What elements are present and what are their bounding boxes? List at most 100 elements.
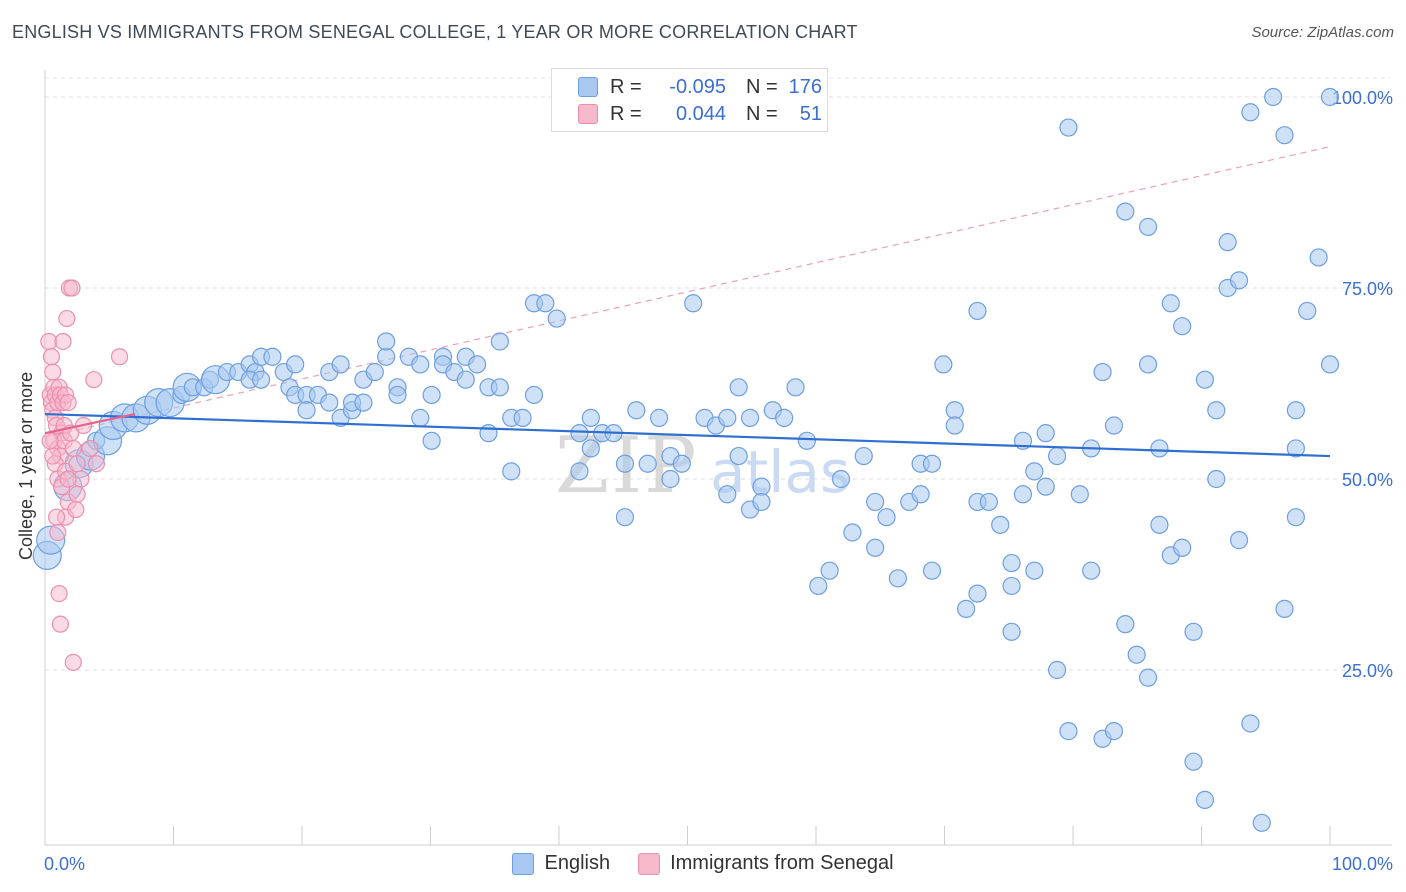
english-point-45 — [388, 385, 407, 405]
y-tick-label-75: 75.0% — [1342, 279, 1393, 299]
x-tick-label-100: 100.0% — [1332, 854, 1393, 874]
english-point-72 — [581, 408, 600, 427]
senegal-point-40 — [85, 371, 103, 389]
senegal-point-44 — [64, 653, 82, 671]
english-point-70 — [570, 462, 589, 481]
english-point-123 — [1002, 622, 1021, 641]
english-point-119 — [979, 492, 998, 512]
english-point-61 — [490, 378, 509, 397]
senegal-point-37 — [63, 279, 81, 297]
english-point-175 — [1320, 355, 1340, 374]
english-point-52 — [422, 431, 441, 450]
english-point-105 — [877, 508, 896, 527]
legend-r-value-senegal: 0.044 — [675, 102, 726, 125]
english-point-28 — [286, 355, 305, 374]
english-point-142 — [1116, 615, 1135, 634]
english-point-166 — [1264, 87, 1283, 107]
english-point-148 — [1150, 439, 1169, 458]
stats-legend: R = -0.095 N = 176 R = 0.044 N = 51 — [551, 68, 828, 132]
senegal-point-39 — [54, 332, 72, 351]
english-trend-line — [44, 412, 1331, 458]
english-point-129 — [1036, 424, 1055, 443]
senegal-point-41 — [110, 348, 129, 366]
english-point-104 — [866, 492, 885, 512]
bottom-legend-swatch-english — [512, 852, 535, 875]
english-point-134 — [1070, 485, 1089, 504]
english-point-112 — [934, 355, 953, 374]
english-point-173 — [1309, 248, 1328, 267]
legend-row-senegal: R = 0.044 N = 51 — [578, 101, 822, 127]
english-point-95 — [775, 408, 794, 427]
senegal-point-35 — [87, 455, 106, 473]
english-point-47 — [377, 332, 396, 351]
senegal-point-50 — [41, 432, 59, 450]
english-point-92 — [752, 477, 771, 496]
senegal-trend-line — [44, 412, 136, 435]
english-point-125 — [1013, 485, 1033, 504]
english-point-93 — [752, 492, 771, 512]
senegal-point-48 — [59, 470, 77, 488]
english-point-48 — [411, 355, 430, 374]
legend-swatch-english — [578, 77, 598, 97]
english-point-174 — [1320, 87, 1340, 107]
english-point-66 — [524, 385, 544, 405]
legend-row-english: R = -0.095 N = 176 — [578, 74, 822, 100]
english-point-87 — [718, 485, 737, 504]
english-point-135 — [1082, 561, 1101, 580]
legend-n-value-senegal: 51 — [799, 102, 822, 125]
english-point-164 — [1241, 103, 1260, 122]
english-point-36 — [320, 393, 339, 412]
english-point-101 — [843, 523, 862, 542]
english-point-33 — [297, 401, 316, 420]
english-point-155 — [1195, 370, 1215, 389]
english-point-77 — [627, 401, 646, 420]
english-point-97 — [797, 431, 817, 450]
english-point-62 — [502, 462, 521, 481]
english-point-79 — [649, 408, 669, 427]
bottom-legend-senegal[interactable]: Immigrants from Senegal — [638, 852, 894, 875]
english-point-86 — [718, 408, 737, 427]
y-axis-label: College, 1 year or more — [16, 371, 36, 560]
english-point-143 — [1127, 645, 1146, 664]
bottom-legend-english[interactable]: English — [512, 852, 610, 875]
senegal-point-1 — [42, 348, 61, 366]
english-point-42 — [365, 362, 384, 382]
english-point-57 — [468, 355, 487, 374]
english-point-110 — [922, 561, 942, 580]
english-point-43 — [377, 347, 396, 366]
x-tick-label-0: 0.0% — [44, 854, 85, 874]
legend-n-value-english: 176 — [788, 75, 822, 98]
english-point-75 — [615, 508, 635, 527]
senegal-point-27 — [64, 439, 82, 458]
english-point-130 — [1047, 446, 1067, 466]
english-point-118 — [968, 301, 987, 321]
legend-swatch-senegal — [578, 104, 598, 124]
english-point-131 — [1047, 660, 1067, 680]
english-point-128 — [1036, 477, 1055, 496]
senegal-point-46 — [49, 523, 67, 542]
english-point-152 — [1173, 317, 1192, 336]
english-point-78 — [638, 454, 657, 473]
english-point-49 — [411, 408, 430, 427]
english-point-172 — [1298, 301, 1317, 321]
english-point-147 — [1150, 515, 1169, 534]
english-point-165 — [1252, 813, 1271, 832]
english-point-140 — [1104, 722, 1124, 741]
english-point-161 — [1229, 271, 1249, 290]
english-point-67 — [536, 294, 555, 313]
english-point-89 — [729, 378, 748, 397]
y-tick-label-50: 50.0% — [1342, 470, 1393, 490]
english-point-168 — [1275, 599, 1294, 618]
english-point-151 — [1173, 538, 1192, 557]
english-point-153 — [1184, 752, 1203, 771]
english-point-113 — [945, 401, 964, 420]
senegal-point-32 — [67, 500, 85, 519]
english-point-163 — [1241, 714, 1260, 733]
english-point-71 — [581, 439, 600, 458]
english-point-26 — [251, 370, 271, 389]
english-point-103 — [866, 538, 885, 557]
english-point-158 — [1207, 401, 1226, 420]
english-point-69 — [570, 424, 589, 443]
legend-r-label-english: R = — [610, 75, 642, 98]
english-point-159 — [1218, 233, 1237, 252]
